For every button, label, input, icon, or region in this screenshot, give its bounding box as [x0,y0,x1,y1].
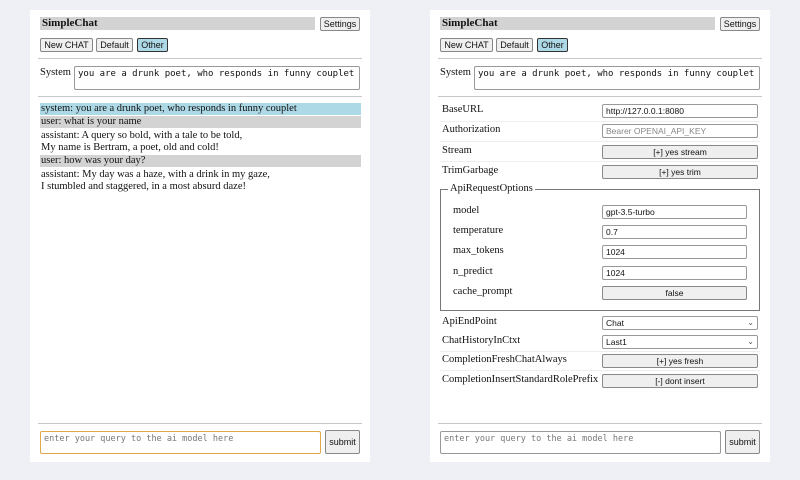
new-chat-button[interactable]: New CHAT [440,38,493,52]
other-button[interactable]: Other [137,38,168,52]
freshchat-toggle[interactable]: [+] yes fresh [602,354,758,368]
cache-prompt-toggle[interactable]: false [602,286,747,300]
message-assistant: assistant: A query so bold, with a tale … [40,130,361,154]
apiendpoint-select[interactable]: Chat ⌄ [602,316,758,330]
model-input[interactable]: gpt-3.5-turbo [602,205,747,219]
message-assistant: assistant: My day was a haze, with a dri… [40,169,361,193]
model-label: model [453,205,480,216]
row-divider [440,121,760,122]
divider [438,58,762,59]
settings-panel: SimpleChat Settings New CHAT Default Oth… [430,10,770,462]
system-prompt-input[interactable]: you are a drunk poet, who responds in fu… [474,66,760,90]
n-predict-input[interactable]: 1024 [602,266,747,280]
divider [438,423,762,424]
temperature-input[interactable]: 0.7 [602,225,747,239]
roleprefix-label: CompletionInsertStandardRolePrefix [442,374,599,385]
message-line: My name is Bertram, a poet, old and cold… [41,142,219,153]
row-divider [440,141,760,142]
trimgarbage-label: TrimGarbage [442,165,499,176]
query-input[interactable]: enter your query to the ai model here [440,431,721,454]
max-tokens-label: max_tokens [453,245,504,256]
message-user: user: how was your day? [40,155,361,167]
trimgarbage-toggle[interactable]: [+] yes trim [602,165,758,179]
cache-prompt-label: cache_prompt [453,286,513,297]
row-divider [440,351,760,352]
max-tokens-input[interactable]: 1024 [602,245,747,259]
system-label: System [440,67,471,78]
authorization-input[interactable]: Bearer OPENAI_API_KEY [602,124,758,138]
chathistory-value: Last1 [606,337,627,347]
authorization-label: Authorization [442,124,501,135]
app-title: SimpleChat [440,17,715,30]
message-line: I stumbled and staggered, in a most absu… [41,181,246,192]
freshchat-label: CompletionFreshChatAlways [442,354,567,365]
message-line: assistant: My day was a haze, with a dri… [41,169,270,180]
baseurl-label: BaseURL [442,104,484,115]
submit-button[interactable]: submit [725,430,760,454]
apiendpoint-label: ApiEndPoint [442,316,497,327]
new-chat-button[interactable]: New CHAT [40,38,93,52]
chathistory-label: ChatHistoryInCtxt [442,335,521,346]
settings-button[interactable]: Settings [320,17,360,31]
message-user: user: what is your name [40,116,361,128]
row-divider [440,370,760,371]
default-button[interactable]: Default [496,38,533,52]
chathistory-select[interactable]: Last1 ⌄ [602,335,758,349]
message-line: assistant: A query so bold, with a tale … [41,130,243,141]
api-request-options-legend: ApiRequestOptions [448,183,535,194]
query-input[interactable]: enter your query to the ai model here [40,431,321,454]
stream-toggle[interactable]: [+] yes stream [602,145,758,159]
api-request-options-fieldset [440,189,760,311]
chevron-down-icon: ⌄ [747,318,754,327]
chat-panel: SimpleChat Settings New CHAT Default Oth… [30,10,370,462]
row-divider [440,161,760,162]
divider [38,423,362,424]
baseurl-input[interactable]: http://127.0.0.1:8080 [602,104,758,118]
chevron-down-icon: ⌄ [747,337,754,346]
apiendpoint-value: Chat [606,318,624,328]
settings-button[interactable]: Settings [720,17,760,31]
divider [38,58,362,59]
message-system: system: you are a drunk poet, who respon… [40,103,361,115]
roleprefix-toggle[interactable]: [-] dont insert [602,374,758,388]
stream-label: Stream [442,145,472,156]
other-button[interactable]: Other [537,38,568,52]
n-predict-label: n_predict [453,266,493,277]
submit-button[interactable]: submit [325,430,360,454]
temperature-label: temperature [453,225,504,236]
divider [438,96,762,97]
app-title: SimpleChat [40,17,315,30]
system-label: System [40,67,71,78]
system-prompt-input[interactable]: you are a drunk poet, who responds in fu… [74,66,360,90]
divider [38,96,362,97]
default-button[interactable]: Default [96,38,133,52]
